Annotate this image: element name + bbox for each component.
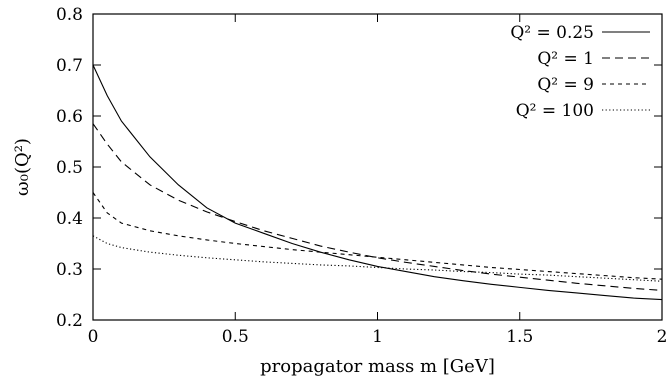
x-tick-label: 0 bbox=[88, 327, 99, 347]
y-tick-label: 0.6 bbox=[56, 107, 83, 127]
series-line-1 bbox=[92, 64, 663, 301]
y-tick-label: 0.4 bbox=[56, 209, 83, 229]
x-tick-label: 1.5 bbox=[506, 327, 533, 347]
y-tick-label: 0.3 bbox=[56, 260, 83, 280]
axis-ticks: 0 0.5 1 1.5 2 0.2 0.3 0.4 0.5 0.6 0.7 0.8 bbox=[56, 5, 666, 347]
legend-label: Q² = 1 bbox=[537, 49, 594, 69]
x-tick-label: 1 bbox=[372, 327, 383, 347]
legend-label: Q² = 9 bbox=[537, 75, 594, 95]
series-lines bbox=[92, 64, 663, 301]
series-line-4 bbox=[92, 235, 663, 282]
x-axis-label: propagator mass m [GeV] bbox=[260, 356, 495, 377]
x-tick-label: 0.5 bbox=[222, 327, 249, 347]
legend-label: Q² = 100 bbox=[516, 101, 594, 121]
y-tick-label: 0.8 bbox=[56, 5, 83, 25]
plot-frame bbox=[92, 13, 663, 321]
x-tick-label: 2 bbox=[657, 327, 666, 347]
y-tick-label: 0.2 bbox=[56, 311, 83, 331]
y-tick-label: 0.7 bbox=[56, 56, 83, 76]
legend: Q² = 0.25 Q² = 1 Q² = 9 Q² = 100 bbox=[510, 23, 650, 121]
y-axis-label: ω₀(Q²) bbox=[12, 138, 33, 196]
y-tick-label: 0.5 bbox=[56, 158, 83, 178]
legend-label: Q² = 0.25 bbox=[510, 23, 594, 43]
series-line-2 bbox=[92, 123, 663, 291]
